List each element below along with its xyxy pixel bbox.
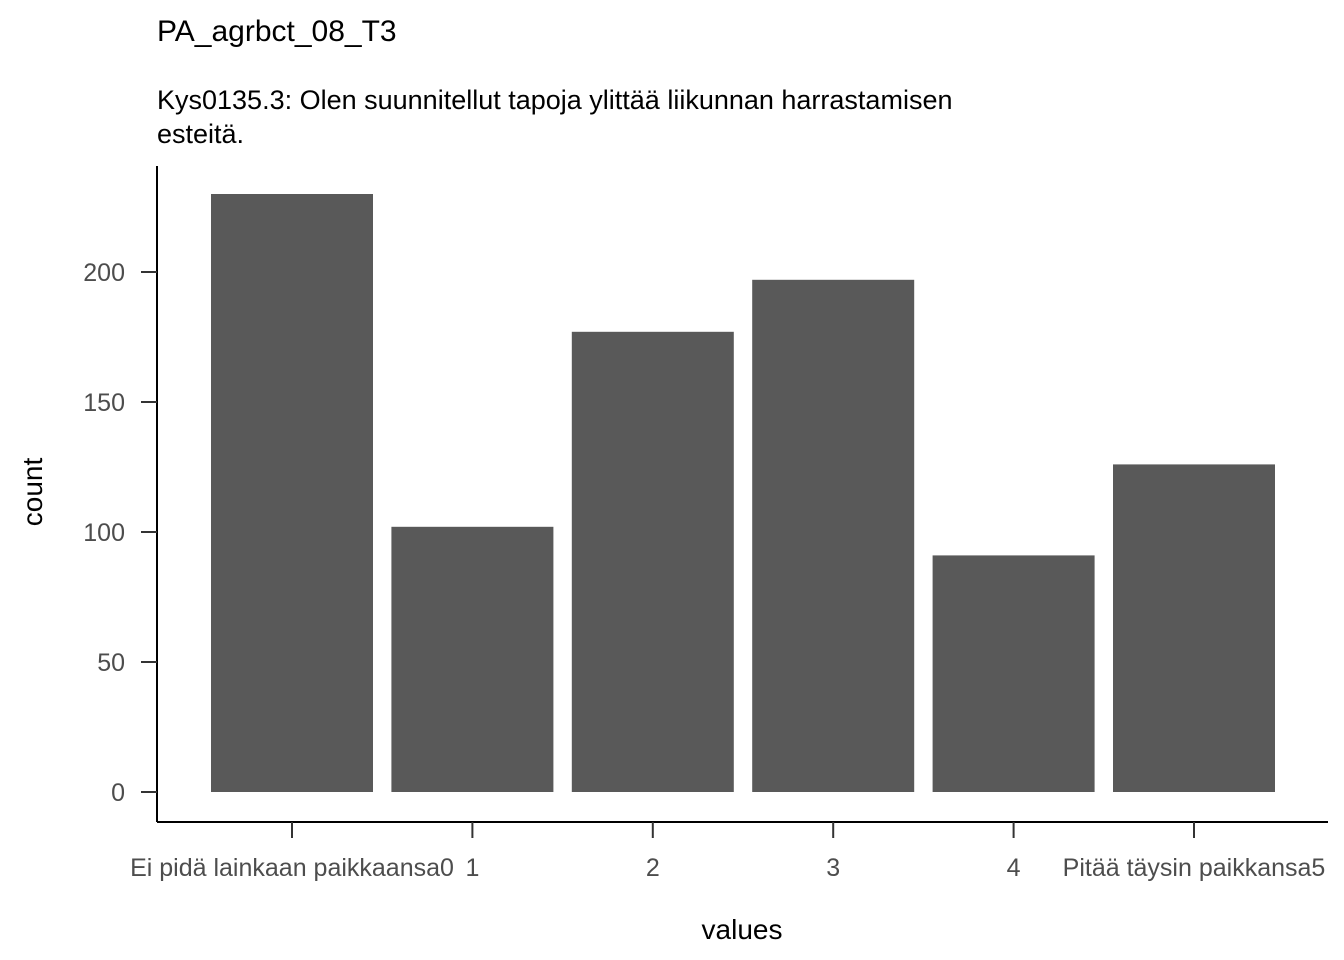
bar-4 xyxy=(932,555,1095,792)
chart-subtitle-line-2: esteitä. xyxy=(157,119,244,149)
bar-0 xyxy=(211,194,373,792)
bar-1 xyxy=(391,526,554,792)
bar-3 xyxy=(752,279,915,792)
x-tick-label-0: Ei pidä lainkaan paikkaansa0 xyxy=(130,854,454,882)
bar-5 xyxy=(1113,464,1275,792)
y-tick-label-3: 150 xyxy=(83,389,125,417)
y-tick-label-2: 100 xyxy=(83,519,125,547)
chart-title: PA_agrbct_08_T3 xyxy=(157,15,397,48)
y-tick-label-0: 0 xyxy=(111,779,125,807)
x-ticks-group: Ei pidä lainkaan paikkaansa0 1 2 3 4 Pitää tä… xyxy=(130,822,1325,882)
y-tick-label-1: 50 xyxy=(97,649,125,677)
chart-subtitle-line-1: Kys0135.3: Olen suunnitellut tapoja ylit… xyxy=(157,85,952,115)
bars-group xyxy=(211,194,1275,792)
y-axis-title: count xyxy=(17,458,48,527)
x-tick-label-2: 2 xyxy=(646,854,660,882)
bar-2 xyxy=(571,331,734,792)
x-tick-label-1: 1 xyxy=(465,854,479,882)
y-ticks-group: 0 50 100 150 200 xyxy=(83,259,157,807)
x-tick-label-4: 4 xyxy=(1007,854,1021,882)
y-tick-label-4: 200 xyxy=(83,259,125,287)
x-tick-label-5: Pitää täysin paikkansa5 xyxy=(1063,854,1326,882)
x-axis-title: values xyxy=(702,914,783,945)
x-tick-label-3: 3 xyxy=(826,854,840,882)
